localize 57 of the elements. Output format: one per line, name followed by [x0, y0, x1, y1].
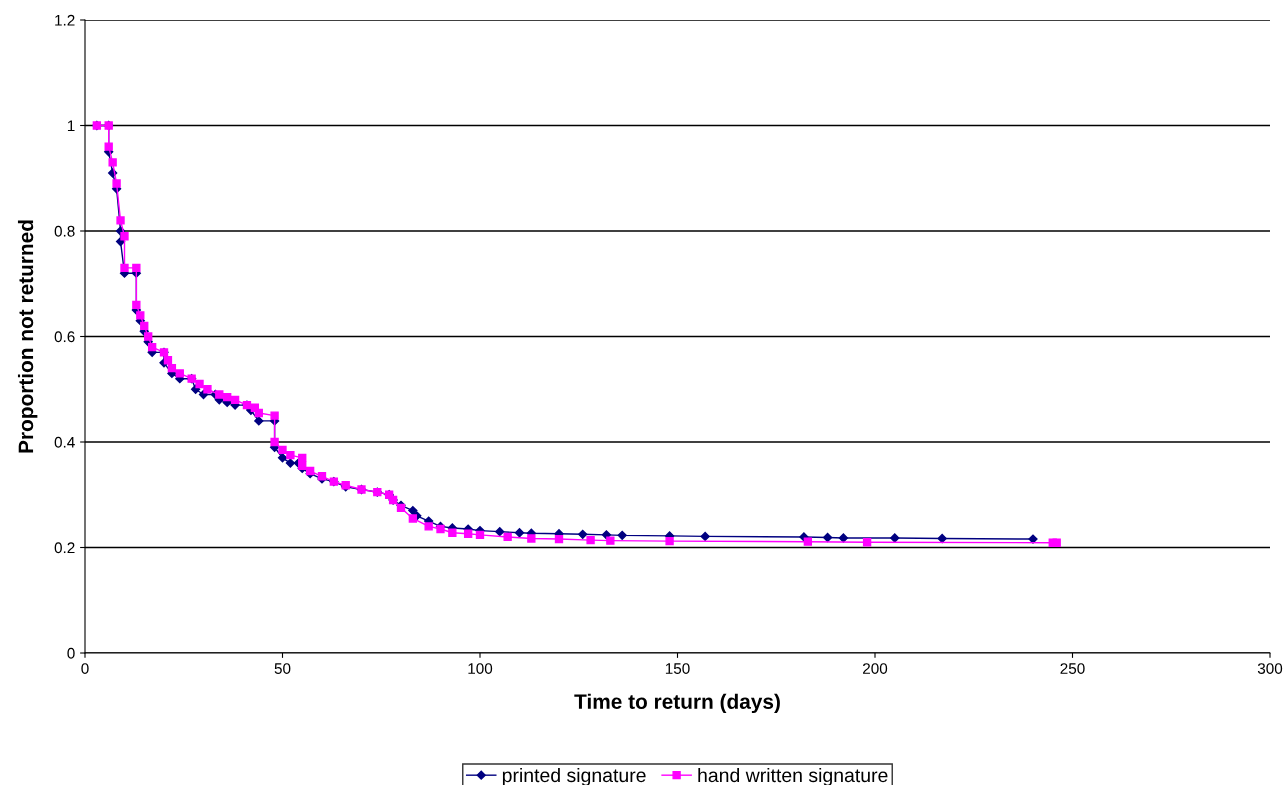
point — [163, 356, 173, 365]
point — [203, 385, 212, 394]
point — [254, 408, 263, 418]
point — [527, 534, 536, 543]
point — [116, 216, 125, 225]
point — [144, 332, 153, 341]
point — [215, 390, 224, 399]
point — [298, 461, 307, 470]
point — [424, 522, 433, 531]
point — [586, 535, 595, 545]
point — [132, 263, 141, 273]
x-axis-title: Time to return (days) — [574, 693, 780, 714]
point — [120, 232, 129, 241]
y-axis-title: Proportion not returned — [17, 220, 38, 453]
x-tick-label: 150 — [665, 663, 690, 674]
point — [475, 530, 485, 540]
point — [112, 179, 121, 188]
point — [136, 311, 145, 320]
point — [175, 369, 184, 378]
point — [147, 342, 157, 352]
x-tick-label: 100 — [468, 663, 493, 674]
point — [503, 532, 512, 542]
point — [108, 158, 117, 167]
y-tick-label: 1 — [67, 120, 75, 132]
point — [1052, 538, 1061, 547]
x-tick-label: 200 — [863, 663, 888, 674]
point — [140, 321, 149, 331]
point — [286, 451, 295, 460]
point — [132, 300, 141, 310]
point — [463, 529, 473, 538]
point — [104, 142, 113, 151]
point — [120, 263, 129, 273]
x-tick-label: 300 — [1257, 663, 1283, 674]
point — [270, 411, 279, 420]
y-tick-label: 0 — [67, 647, 75, 659]
point — [448, 528, 457, 537]
point — [278, 445, 287, 455]
y-tick-label: 0.2 — [54, 542, 75, 554]
point — [862, 538, 872, 547]
point — [606, 536, 615, 545]
point — [167, 363, 177, 373]
point — [223, 392, 232, 402]
point — [803, 537, 813, 546]
y-tick-label: 0.6 — [54, 331, 75, 343]
point — [298, 453, 307, 462]
x-tick-label: 250 — [1060, 663, 1085, 674]
point — [665, 537, 674, 546]
y-tick-label: 0.8 — [54, 225, 75, 237]
x-tick-label: 50 — [274, 663, 291, 674]
y-tick-label: 0.4 — [54, 436, 75, 448]
point — [554, 534, 564, 544]
point — [195, 379, 204, 389]
point — [408, 514, 418, 523]
point — [230, 395, 240, 404]
point — [270, 437, 279, 447]
y-tick-label: 1.2 — [55, 14, 75, 26]
x-tick-label: 0 — [81, 663, 89, 674]
